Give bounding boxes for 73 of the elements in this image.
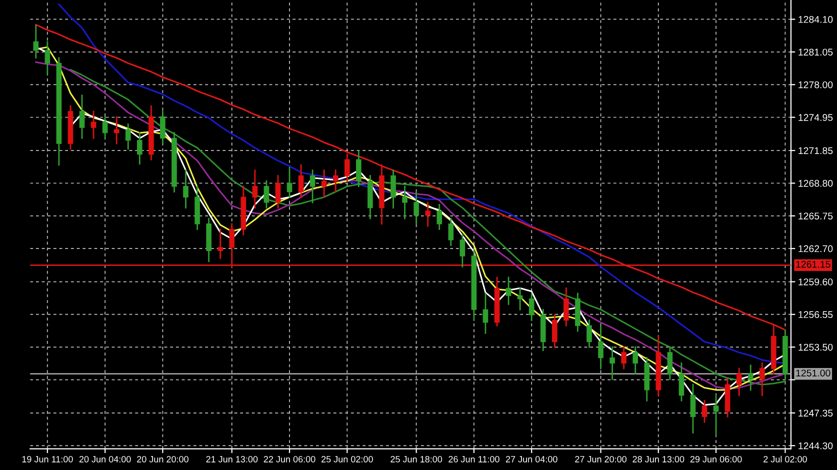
candlestick bbox=[183, 170, 188, 209]
y-tick-label: 1265.75 bbox=[798, 212, 833, 220]
x-tick-label: 25 Jun 02:00 bbox=[322, 456, 373, 462]
y-tick-label: 1262.70 bbox=[798, 245, 833, 252]
candlestick bbox=[79, 94, 85, 139]
candlestick bbox=[702, 400, 708, 423]
candlestick bbox=[610, 346, 615, 380]
candlestick bbox=[713, 394, 719, 436]
candlestick bbox=[448, 218, 454, 246]
x-tick-label: 27 Jun 20:00 bbox=[575, 456, 627, 462]
candlestick bbox=[310, 170, 316, 204]
candlestick bbox=[506, 276, 512, 305]
candlestick bbox=[667, 346, 673, 380]
candlestick bbox=[678, 362, 684, 402]
candlestick bbox=[218, 228, 223, 259]
candlestick bbox=[264, 180, 270, 209]
candlestick bbox=[252, 170, 258, 209]
x-tick-label: 28 Jun 13:00 bbox=[632, 456, 684, 462]
y-tick-label: 1256.55 bbox=[798, 311, 833, 318]
candlestick bbox=[402, 186, 408, 220]
x-tick-label: 20 Jun 20:00 bbox=[137, 456, 188, 462]
candlestick bbox=[436, 204, 442, 230]
y-tick-label: 1271.85 bbox=[798, 147, 833, 154]
candlestick bbox=[552, 314, 558, 348]
candlestick bbox=[275, 174, 281, 209]
x-tick-label: 20 Jun 04:00 bbox=[79, 456, 131, 462]
candlestick bbox=[160, 110, 166, 144]
y-tick-label: 1284.10 bbox=[798, 16, 833, 23]
candlestick bbox=[632, 346, 638, 375]
x-tick-label: 21 Jun 13:00 bbox=[206, 456, 258, 462]
candlestick bbox=[90, 110, 96, 139]
y-tick-label: 1278.00 bbox=[798, 81, 833, 88]
y-tick-label: 1281.05 bbox=[798, 48, 833, 56]
candlestick bbox=[759, 362, 765, 396]
candlestick bbox=[425, 202, 430, 227]
candlestick bbox=[298, 164, 304, 198]
candlestick bbox=[44, 41, 50, 75]
candlestick bbox=[332, 170, 338, 192]
candlestick bbox=[482, 292, 488, 334]
ref-line-label: 1251.00 bbox=[796, 370, 830, 376]
candlestick bbox=[528, 292, 534, 321]
y-tick-label: 1268.80 bbox=[798, 180, 833, 187]
y-tick-label: 1244.30 bbox=[798, 442, 833, 450]
x-tick-label: 25 Jun 18:00 bbox=[390, 456, 442, 462]
candlestick bbox=[748, 364, 754, 391]
x-tick-label: 22 Jun 06:00 bbox=[264, 456, 316, 462]
y-tick-label: 1274.95 bbox=[798, 114, 833, 121]
candlestick bbox=[33, 25, 39, 59]
candlestick bbox=[344, 154, 350, 182]
y-tick-label: 1253.50 bbox=[798, 344, 833, 351]
x-tick-label: 27 Jun 04:00 bbox=[506, 456, 558, 462]
candlestick bbox=[621, 346, 626, 370]
candlestick bbox=[736, 368, 742, 396]
x-tick-label: 26 Jun 11:00 bbox=[448, 456, 500, 462]
candlestick bbox=[564, 287, 569, 326]
y-tick-label: 1247.35 bbox=[798, 410, 833, 417]
candlestick bbox=[414, 191, 419, 225]
candlestick bbox=[321, 170, 327, 198]
candlestick bbox=[598, 324, 604, 370]
x-tick-label: 29 Jun 06:00 bbox=[690, 456, 742, 462]
candlestick bbox=[125, 124, 131, 150]
candlestick bbox=[356, 150, 362, 188]
candlestick bbox=[690, 384, 696, 434]
candlestick bbox=[586, 320, 592, 348]
x-tick-label: 2 Jul 02:00 bbox=[764, 456, 807, 462]
candlestick bbox=[286, 167, 292, 198]
candlestick bbox=[460, 234, 466, 268]
candlestick bbox=[102, 116, 108, 139]
candlestick bbox=[390, 170, 396, 209]
candlestick bbox=[136, 132, 142, 165]
ref-line-label: 1261.15 bbox=[796, 260, 830, 268]
y-tick-label: 1259.60 bbox=[798, 278, 833, 286]
x-tick-label: 19 Jun 11:00 bbox=[22, 456, 73, 462]
